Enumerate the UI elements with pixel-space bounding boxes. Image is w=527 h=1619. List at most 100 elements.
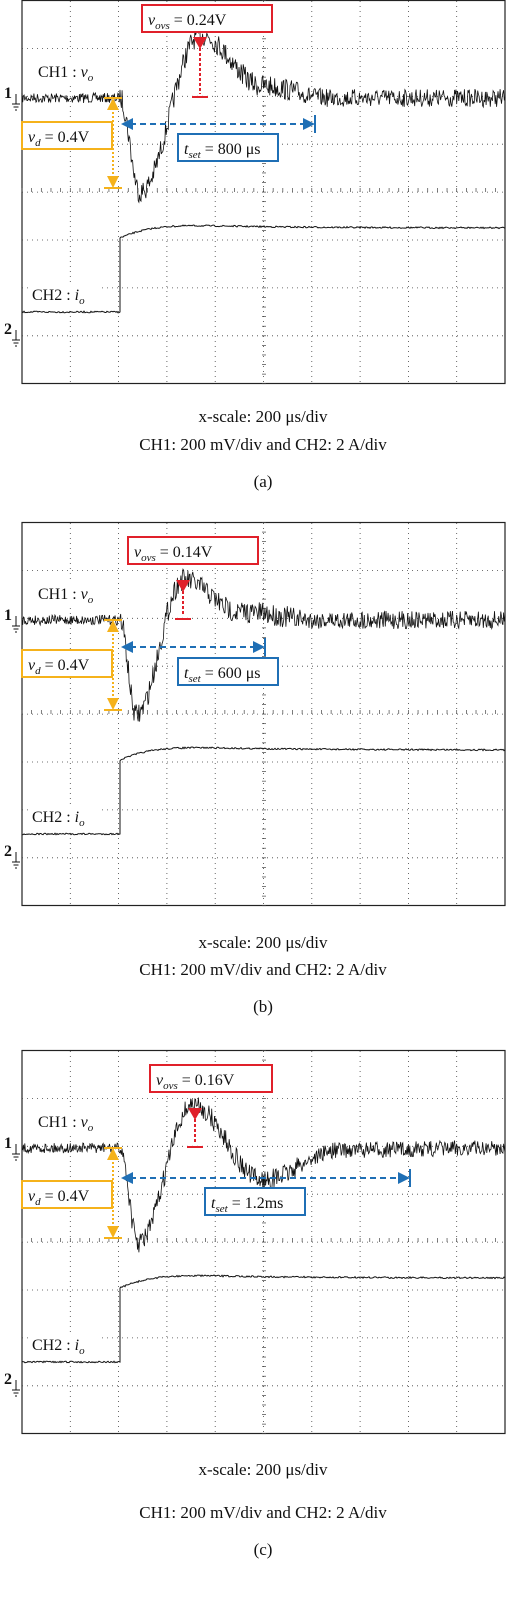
label-sub: ovs	[163, 1080, 178, 1092]
ground-symbol	[12, 330, 20, 347]
label-bg	[30, 1333, 98, 1357]
label-var: v	[81, 586, 89, 603]
ch1-waveform	[21, 568, 506, 722]
label-var: i	[75, 287, 79, 304]
label-var: t	[211, 1195, 216, 1212]
label-prefix: CH1 :	[38, 64, 81, 81]
label-prefix: CH2 :	[32, 287, 75, 304]
label-var: v	[28, 657, 36, 674]
label-rest: = 0.4V	[41, 657, 90, 674]
label-prefix: CH1 :	[38, 586, 81, 603]
label-sub: set	[215, 1203, 228, 1215]
tset-label: tset = 600 μs	[184, 665, 261, 685]
caption: x-scale: 200 μs/div	[198, 1460, 328, 1479]
label-var: v	[134, 544, 142, 561]
ovs-label: vovs = 0.24V	[148, 12, 227, 32]
label-sub: set	[188, 673, 201, 685]
tset-box	[177, 657, 279, 686]
label-rest: = 0.24V	[170, 12, 227, 29]
label-sub: d	[35, 1196, 41, 1208]
vd-label: vd = 0.4V	[28, 1188, 90, 1208]
caption: CH1: 200 mV/div and CH2: 2 A/div	[139, 1503, 387, 1522]
panel-tag: (c)	[254, 1540, 273, 1559]
vd-label: vd = 0.4V	[28, 129, 90, 149]
label-rest: = 800 μs	[201, 141, 261, 158]
label-sub: ovs	[141, 552, 156, 564]
tset-label: tset = 1.2ms	[211, 1195, 283, 1215]
tset-label: tset = 800 μs	[184, 141, 261, 161]
label-bg	[30, 283, 98, 307]
caption: x-scale: 200 μs/div	[198, 407, 328, 426]
label-bg	[30, 805, 98, 829]
label-sub: d	[35, 665, 41, 677]
label-bg	[36, 1110, 112, 1134]
ovs-arrowhead	[176, 580, 190, 592]
label-sub: o	[79, 817, 85, 829]
label-var: v	[156, 1072, 164, 1089]
ch2-waveform	[21, 746, 506, 836]
panel-tag: (b)	[253, 997, 273, 1016]
ch1-marker: 1	[4, 607, 12, 624]
caption: CH1: 200 mV/div and CH2: 2 A/div	[139, 435, 387, 454]
ch1-label: CH1 : vo	[38, 1114, 94, 1134]
label-var: v	[28, 1188, 36, 1205]
ch2-waveform	[21, 224, 506, 314]
label-prefix: CH2 :	[32, 1337, 75, 1354]
ch2-marker: 2	[4, 843, 12, 860]
caption: CH1: 200 mV/div and CH2: 2 A/div	[139, 960, 387, 979]
ch1-waveform	[21, 1097, 506, 1253]
tset-box	[204, 1187, 306, 1216]
vd-box	[21, 121, 113, 150]
ovs-arrowhead	[188, 1108, 202, 1120]
label-rest: = 600 μs	[201, 665, 261, 682]
vd-label: vd = 0.4V	[28, 657, 90, 677]
label-sub: o	[88, 594, 94, 606]
ch2-label: CH2 : io	[32, 287, 85, 307]
label-sub: d	[35, 137, 41, 149]
vd-box	[21, 649, 113, 678]
vd-box	[21, 1180, 113, 1209]
ovs-box	[141, 4, 273, 33]
ch1-waveform	[21, 24, 506, 204]
label-sub: set	[188, 149, 201, 161]
ch1-label: CH1 : vo	[38, 586, 94, 606]
tset-box	[177, 133, 279, 162]
label-var: t	[184, 141, 189, 158]
label-rest: = 0.14V	[156, 544, 213, 561]
label-bg	[36, 582, 112, 606]
ground-symbol	[12, 616, 20, 633]
label-sub: o	[88, 1122, 94, 1134]
ovs-box	[127, 536, 259, 565]
label-var: v	[28, 129, 36, 146]
panel-tag: (a)	[254, 472, 273, 491]
ch1-marker: 1	[4, 85, 12, 102]
ch2-waveform	[21, 1274, 506, 1364]
ground-symbol	[12, 94, 20, 111]
label-var: v	[81, 1114, 89, 1131]
ovs-label: vovs = 0.14V	[134, 544, 213, 564]
label-var: i	[75, 809, 79, 826]
label-sub: o	[79, 295, 85, 307]
label-rest: = 0.4V	[41, 129, 90, 146]
ch1-label: CH1 : vo	[38, 64, 94, 84]
label-var: i	[75, 1337, 79, 1354]
ovs-arrowhead	[193, 37, 207, 49]
ground-symbol	[12, 1380, 20, 1397]
label-rest: = 0.4V	[41, 1188, 90, 1205]
ch2-marker: 2	[4, 321, 12, 338]
label-var: v	[81, 64, 89, 81]
ch1-marker: 1	[4, 1135, 12, 1152]
label-rest: = 0.16V	[178, 1072, 235, 1089]
label-sub: ovs	[155, 20, 170, 32]
ground-symbol	[12, 1144, 20, 1161]
label-var: t	[184, 665, 189, 682]
label-prefix: CH2 :	[32, 809, 75, 826]
ovs-box	[149, 1064, 273, 1093]
ovs-label: vovs = 0.16V	[156, 1072, 235, 1092]
ch2-marker: 2	[4, 1371, 12, 1388]
ground-symbol	[12, 852, 20, 869]
